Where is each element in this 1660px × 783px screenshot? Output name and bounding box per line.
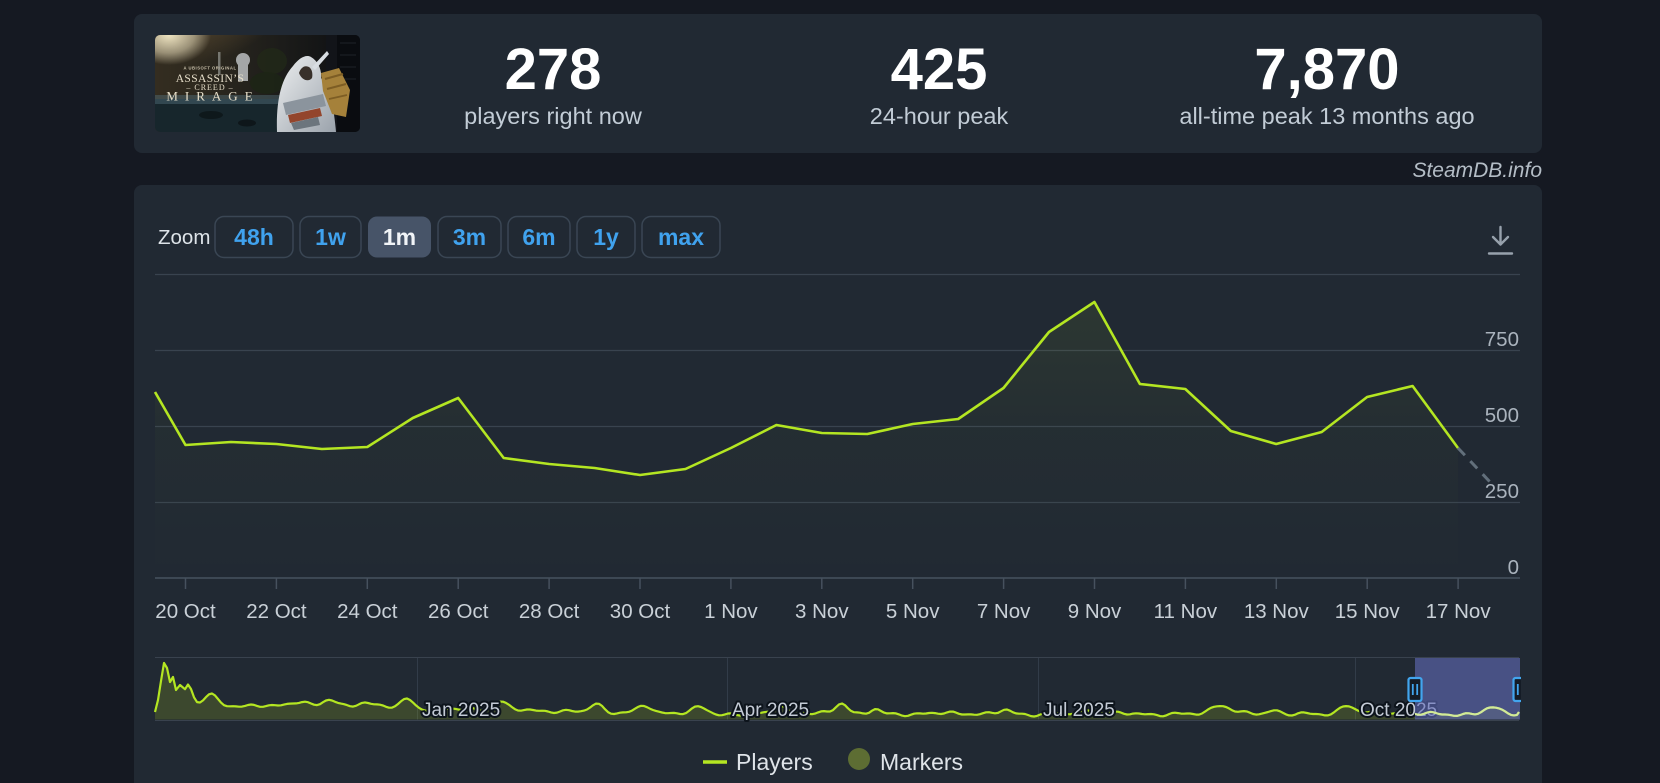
svg-text:Jul 2025: Jul 2025 <box>1043 700 1115 721</box>
svg-text:1w: 1w <box>315 224 346 250</box>
svg-text:22 Oct: 22 Oct <box>246 600 307 623</box>
svg-text:48h: 48h <box>234 224 274 250</box>
svg-text:500: 500 <box>1485 404 1519 427</box>
svg-text:Zoom: Zoom <box>158 226 210 249</box>
svg-text:13 Nov: 13 Nov <box>1244 600 1310 623</box>
svg-text:Jan 2025: Jan 2025 <box>422 700 500 721</box>
svg-text:– CREED –: – CREED – <box>185 83 233 92</box>
svg-text:Players: Players <box>736 749 813 775</box>
svg-text:MIRAGE: MIRAGE <box>166 89 259 104</box>
svg-text:1m: 1m <box>383 224 416 250</box>
svg-text:A UBISOFT ORIGINAL: A UBISOFT ORIGINAL <box>183 66 236 71</box>
svg-text:max: max <box>658 224 704 250</box>
svg-text:11 Nov: 11 Nov <box>1154 600 1218 623</box>
svg-text:278: 278 <box>505 37 602 102</box>
svg-text:1 Nov: 1 Nov <box>704 600 758 623</box>
svg-text:3 Nov: 3 Nov <box>795 600 849 623</box>
svg-text:425: 425 <box>891 37 988 102</box>
svg-text:26 Oct: 26 Oct <box>428 600 489 623</box>
svg-text:SteamDB.info: SteamDB.info <box>1412 159 1542 182</box>
svg-text:28 Oct: 28 Oct <box>519 600 580 623</box>
svg-text:0: 0 <box>1508 556 1519 579</box>
svg-text:5 Nov: 5 Nov <box>886 600 940 623</box>
svg-text:players right now: players right now <box>464 103 643 129</box>
svg-text:30 Oct: 30 Oct <box>610 600 671 623</box>
svg-text:3m: 3m <box>453 224 486 250</box>
svg-text:all-time peak 13 months ago: all-time peak 13 months ago <box>1179 103 1474 129</box>
svg-text:7,870: 7,870 <box>1254 37 1399 102</box>
svg-text:15 Nov: 15 Nov <box>1335 600 1401 623</box>
svg-text:ASSASSIN’S: ASSASSIN’S <box>176 73 245 85</box>
svg-text:24 Oct: 24 Oct <box>337 600 398 623</box>
svg-text:20 Oct: 20 Oct <box>155 600 216 623</box>
svg-text:24-hour peak: 24-hour peak <box>870 103 1009 129</box>
svg-text:Markers: Markers <box>880 749 963 775</box>
svg-text:750: 750 <box>1485 328 1519 351</box>
svg-text:9 Nov: 9 Nov <box>1068 600 1122 623</box>
svg-text:17 Nov: 17 Nov <box>1426 600 1492 623</box>
svg-text:6m: 6m <box>522 224 555 250</box>
svg-text:250: 250 <box>1485 480 1519 503</box>
svg-text:Apr 2025: Apr 2025 <box>732 700 809 721</box>
svg-text:7 Nov: 7 Nov <box>977 600 1031 623</box>
svg-text:1y: 1y <box>593 224 619 250</box>
